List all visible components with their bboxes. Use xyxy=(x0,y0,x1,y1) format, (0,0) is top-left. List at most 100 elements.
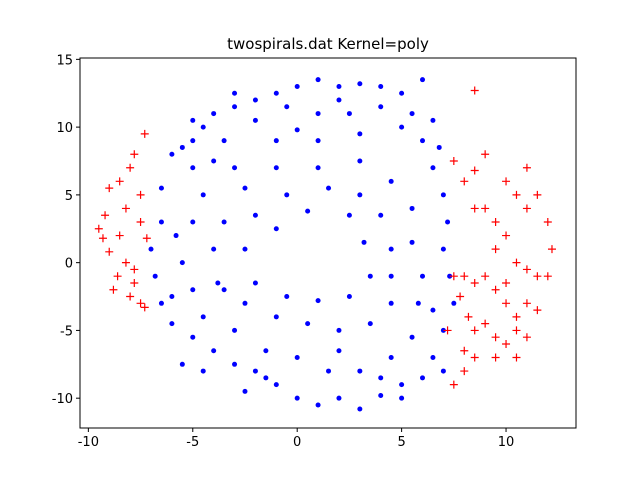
dot-point xyxy=(315,77,321,83)
dot-point xyxy=(200,368,206,374)
dot-point xyxy=(190,287,196,293)
plus-point xyxy=(470,86,479,95)
dot-point xyxy=(294,355,300,361)
plus-point xyxy=(121,204,130,213)
plus-point xyxy=(136,190,145,199)
plus-point xyxy=(126,292,135,301)
dot-point xyxy=(273,382,279,388)
dot-point xyxy=(200,314,206,320)
dot-point xyxy=(294,127,300,133)
dot-point xyxy=(445,219,451,225)
plus-point xyxy=(512,258,521,267)
dot-point xyxy=(399,382,405,388)
dot-point xyxy=(388,178,394,184)
dot-point xyxy=(221,219,227,225)
dot-point xyxy=(336,348,342,354)
dot-point xyxy=(315,111,321,117)
dot-point xyxy=(315,402,321,408)
y-tick-label: -10 xyxy=(52,392,73,407)
plus-point xyxy=(464,312,473,321)
dot-point xyxy=(336,395,342,401)
dot-point xyxy=(284,192,290,198)
dot-point xyxy=(273,226,279,232)
plus-point xyxy=(115,231,124,240)
dot-point xyxy=(284,104,290,110)
dot-point xyxy=(252,212,258,218)
dot-point xyxy=(284,294,290,300)
dot-point xyxy=(242,246,248,252)
dot-point xyxy=(263,348,269,354)
dot-point xyxy=(440,192,446,198)
dot-point xyxy=(378,375,384,381)
dot-point xyxy=(451,300,457,306)
dot-point xyxy=(294,395,300,401)
dot-point xyxy=(357,158,363,164)
plus-point xyxy=(449,272,458,281)
plot-frame xyxy=(79,57,577,429)
dot-point xyxy=(447,273,453,279)
dot-point xyxy=(388,246,394,252)
dot-point xyxy=(378,212,384,218)
dot-point xyxy=(336,83,342,89)
dot-point xyxy=(252,280,258,286)
plus-point xyxy=(512,353,521,362)
plus-point xyxy=(136,299,145,308)
dot-point xyxy=(305,321,311,327)
dot-point xyxy=(242,185,248,191)
plus-point xyxy=(470,166,479,175)
dot-point xyxy=(190,219,196,225)
dot-point xyxy=(315,298,321,304)
plus-point xyxy=(547,245,556,254)
plus-point xyxy=(502,299,511,308)
y-tick-label: 10 xyxy=(56,121,73,136)
plus-point xyxy=(136,217,145,226)
dot-point xyxy=(336,97,342,103)
dot-point xyxy=(378,392,384,398)
dot-point xyxy=(420,138,426,144)
dot-point xyxy=(190,138,196,144)
plus-point xyxy=(140,129,149,138)
dot-point xyxy=(367,273,373,279)
dot-point xyxy=(420,77,426,83)
dot-point xyxy=(169,321,175,327)
plus-point xyxy=(105,247,114,256)
x-tick-label: 10 xyxy=(498,435,515,450)
plus-point xyxy=(543,217,552,226)
dot-point xyxy=(148,246,154,252)
dot-point xyxy=(357,368,363,374)
dot-point xyxy=(263,375,269,381)
plus-point xyxy=(481,319,490,328)
dot-point xyxy=(190,334,196,340)
plus-point xyxy=(130,278,139,287)
dot-point xyxy=(361,239,367,245)
plus-point xyxy=(443,326,452,335)
y-tick-label: 5 xyxy=(65,189,73,204)
plus-point xyxy=(481,272,490,281)
dot-point xyxy=(357,131,363,137)
plus-point xyxy=(522,299,531,308)
dot-point xyxy=(221,138,227,144)
dot-point xyxy=(399,124,405,130)
plus-point xyxy=(533,306,542,315)
plus-point xyxy=(449,157,458,166)
plus-point xyxy=(522,265,531,274)
dot-point xyxy=(179,144,185,150)
dot-point xyxy=(242,388,248,394)
plus-point xyxy=(491,217,500,226)
dot-point xyxy=(221,287,227,293)
plus-point xyxy=(522,163,531,172)
dot-point xyxy=(305,208,311,214)
plus-point xyxy=(140,303,149,312)
y-tick-label: -5 xyxy=(60,324,73,339)
y-tick-label: 0 xyxy=(65,257,73,272)
dot-point xyxy=(273,90,279,96)
plus-point xyxy=(449,380,458,389)
plus-point xyxy=(470,353,479,362)
dot-point xyxy=(357,192,363,198)
dot-point xyxy=(158,300,164,306)
plus-point xyxy=(130,265,139,274)
dot-point xyxy=(399,395,405,401)
dot-point xyxy=(378,104,384,110)
dot-point xyxy=(357,81,363,87)
dot-point xyxy=(232,90,238,96)
